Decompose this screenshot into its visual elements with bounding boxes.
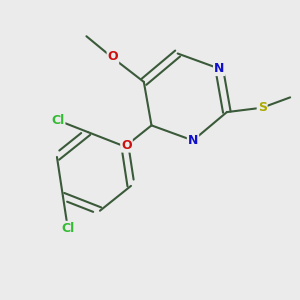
Text: N: N bbox=[188, 134, 198, 147]
Text: O: O bbox=[108, 50, 118, 63]
Text: Cl: Cl bbox=[51, 114, 64, 127]
Text: S: S bbox=[258, 101, 267, 114]
Text: O: O bbox=[121, 139, 132, 152]
Text: Cl: Cl bbox=[61, 222, 74, 235]
Text: N: N bbox=[214, 62, 224, 75]
